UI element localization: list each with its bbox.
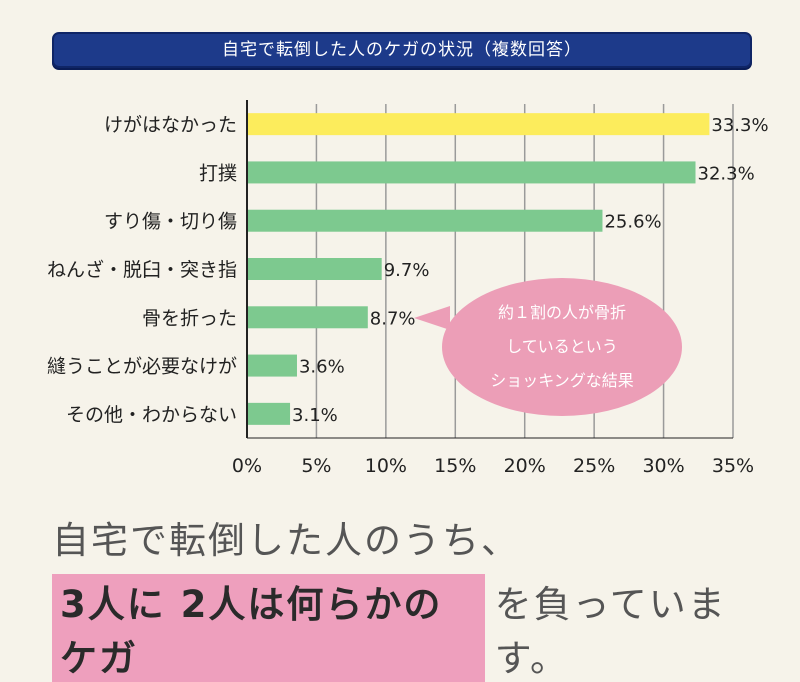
bar <box>247 209 603 232</box>
summary-highlight: 3人に 2人は何らかのケガ <box>52 574 485 682</box>
summary-text: 自宅で転倒した人のうち、 3人に 2人は何らかのケガ を負っています。 <box>52 510 772 682</box>
bar <box>247 113 710 136</box>
value-label: 33.3% <box>711 115 768 136</box>
tick-label: 10% <box>365 455 407 477</box>
bar <box>247 306 368 329</box>
category-label: すり傷・切り傷 <box>104 211 237 233</box>
summary-line-2: 3人に 2人は何らかのケガ を負っています。 <box>52 574 772 682</box>
bar-chart: けがはなかった 33.3% 打撲 32.3% すり傷・切り傷 25.6% ねんざ・脱臼・突き… <box>47 100 769 477</box>
tick-label: 25% <box>573 455 615 477</box>
tick-label: 20% <box>504 455 546 477</box>
bar <box>247 258 382 280</box>
callout-line-1: 約１割の人が骨折 <box>497 303 626 322</box>
tick-label: 5% <box>301 455 331 477</box>
value-label: 8.7% <box>370 308 416 329</box>
tick-label: 15% <box>434 455 476 477</box>
value-label: 9.7% <box>384 260 430 281</box>
category-label: ねんざ・脱臼・突き指 <box>47 258 237 281</box>
bar <box>247 161 696 184</box>
category-label: けがはなかった <box>104 114 237 136</box>
category-label: 打撲 <box>199 162 237 184</box>
tick-label: 0% <box>232 455 262 477</box>
category-label: 骨を折った <box>142 307 237 329</box>
summary-line-2-rest: を負っています。 <box>494 583 727 680</box>
chart-title: 自宅で転倒した人のケガの状況（複数回答） <box>52 32 752 68</box>
value-label: 3.1% <box>292 405 338 426</box>
category-label: 縫うことが必要なけが <box>47 356 237 378</box>
bar <box>247 402 291 425</box>
callout-tail <box>414 306 450 330</box>
summary-line-1: 自宅で転倒した人のうち、 <box>52 519 520 562</box>
category-label: その他・わからない <box>66 404 237 426</box>
tick-label: 35% <box>712 455 754 477</box>
callout-bubble: 約１割の人が骨折 しているという ショッキングな結果 <box>442 278 682 416</box>
value-label: 25.6% <box>604 212 661 233</box>
callout-line-2: しているという <box>506 337 618 356</box>
tick-label: 30% <box>642 455 684 477</box>
callout-line-3: ショッキングな結果 <box>490 371 634 390</box>
value-label: 3.6% <box>299 357 345 378</box>
value-label: 32.3% <box>698 163 755 184</box>
bar <box>247 354 297 377</box>
